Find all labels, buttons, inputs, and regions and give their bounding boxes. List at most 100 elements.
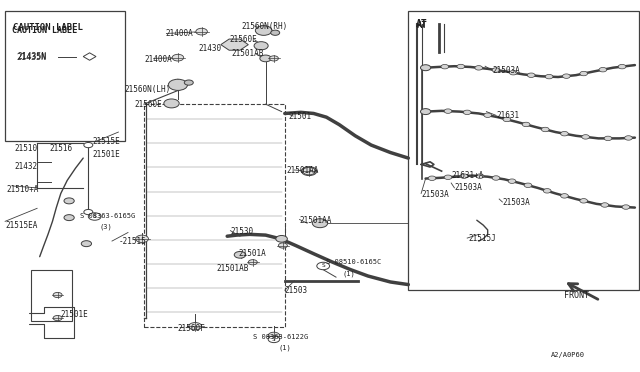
Circle shape <box>260 55 271 62</box>
Text: 21501AA: 21501AA <box>300 216 332 225</box>
Text: 21515EA: 21515EA <box>5 221 38 230</box>
Polygon shape <box>221 39 248 50</box>
Text: 21400A: 21400A <box>165 29 193 38</box>
Circle shape <box>599 67 607 72</box>
Circle shape <box>563 74 570 78</box>
Circle shape <box>276 235 287 242</box>
Bar <box>408 11 639 290</box>
Text: AT: AT <box>417 21 428 30</box>
Text: 21510+A: 21510+A <box>6 185 39 194</box>
Circle shape <box>271 30 280 35</box>
Circle shape <box>524 183 532 187</box>
Circle shape <box>618 64 626 69</box>
Circle shape <box>508 179 516 183</box>
Circle shape <box>580 71 588 76</box>
Text: 21631: 21631 <box>496 111 519 120</box>
Text: 21503: 21503 <box>285 286 308 295</box>
Circle shape <box>543 189 551 193</box>
Circle shape <box>580 199 588 203</box>
Bar <box>5 11 125 141</box>
Text: S: S <box>93 214 97 219</box>
Text: -21515: -21515 <box>118 237 146 246</box>
Circle shape <box>53 315 62 321</box>
Circle shape <box>268 332 280 339</box>
Text: 21515J: 21515J <box>468 234 496 243</box>
Circle shape <box>527 73 535 77</box>
Text: 21501E: 21501E <box>93 150 120 159</box>
Circle shape <box>268 336 280 343</box>
Circle shape <box>303 167 316 175</box>
Circle shape <box>301 167 317 176</box>
Text: AT: AT <box>416 19 428 29</box>
Circle shape <box>420 65 431 71</box>
Text: 21400A: 21400A <box>144 55 172 64</box>
Circle shape <box>444 109 452 113</box>
Circle shape <box>444 175 452 179</box>
Circle shape <box>255 26 272 35</box>
Text: 21501E: 21501E <box>61 310 88 319</box>
Text: 21501AB: 21501AB <box>232 49 264 58</box>
Circle shape <box>441 64 449 69</box>
Circle shape <box>172 54 184 61</box>
Circle shape <box>53 292 62 298</box>
Circle shape <box>625 136 632 140</box>
Bar <box>31 270 72 321</box>
Text: (1): (1) <box>342 270 355 277</box>
Text: (3): (3) <box>99 224 112 230</box>
Circle shape <box>317 262 330 270</box>
Circle shape <box>463 110 471 115</box>
Circle shape <box>312 219 328 228</box>
Circle shape <box>164 99 179 108</box>
Circle shape <box>189 323 202 330</box>
Circle shape <box>622 205 630 209</box>
Circle shape <box>81 241 92 247</box>
Text: S 08363-6165G: S 08363-6165G <box>80 213 135 219</box>
Circle shape <box>196 28 207 35</box>
Circle shape <box>64 215 74 221</box>
Text: 21560F: 21560F <box>178 324 205 333</box>
Circle shape <box>545 74 553 79</box>
Circle shape <box>428 176 436 180</box>
Circle shape <box>509 70 517 75</box>
Circle shape <box>269 56 278 61</box>
Text: S 08510-6165C: S 08510-6165C <box>326 259 381 265</box>
Text: 21631+A: 21631+A <box>451 171 484 180</box>
Circle shape <box>475 65 483 70</box>
Circle shape <box>476 174 484 179</box>
Circle shape <box>84 209 93 215</box>
Text: 21530: 21530 <box>230 227 253 236</box>
Circle shape <box>64 198 74 204</box>
Circle shape <box>136 235 148 243</box>
Text: 21503A: 21503A <box>454 183 482 192</box>
Text: CAUTION LABEL: CAUTION LABEL <box>12 26 77 35</box>
Text: 21560E: 21560E <box>229 35 257 44</box>
Text: 21432: 21432 <box>14 162 37 171</box>
Text: 21515E: 21515E <box>93 137 120 146</box>
Text: 21560E: 21560E <box>134 100 162 109</box>
Circle shape <box>541 127 549 132</box>
Circle shape <box>168 79 188 90</box>
Text: S: S <box>272 337 276 342</box>
Circle shape <box>561 194 568 198</box>
Text: 21435N: 21435N <box>18 52 47 61</box>
Text: A2/A0P60: A2/A0P60 <box>550 352 584 358</box>
Circle shape <box>492 68 500 72</box>
Text: 21560N(RH): 21560N(RH) <box>242 22 288 31</box>
Text: S 08363-6122G: S 08363-6122G <box>253 334 308 340</box>
Bar <box>144 104 285 327</box>
Circle shape <box>604 136 612 141</box>
Circle shape <box>254 42 268 50</box>
Circle shape <box>278 243 287 248</box>
Circle shape <box>184 80 193 85</box>
Circle shape <box>582 135 589 139</box>
Text: 21435N: 21435N <box>16 53 46 62</box>
Text: 21516: 21516 <box>50 144 73 153</box>
Circle shape <box>484 113 492 118</box>
Circle shape <box>561 131 568 136</box>
Circle shape <box>420 109 431 115</box>
Text: 21503A: 21503A <box>421 190 449 199</box>
Circle shape <box>460 174 468 179</box>
Circle shape <box>457 64 465 69</box>
Text: (1): (1) <box>278 344 291 351</box>
Text: 21501AA: 21501AA <box>287 166 319 174</box>
